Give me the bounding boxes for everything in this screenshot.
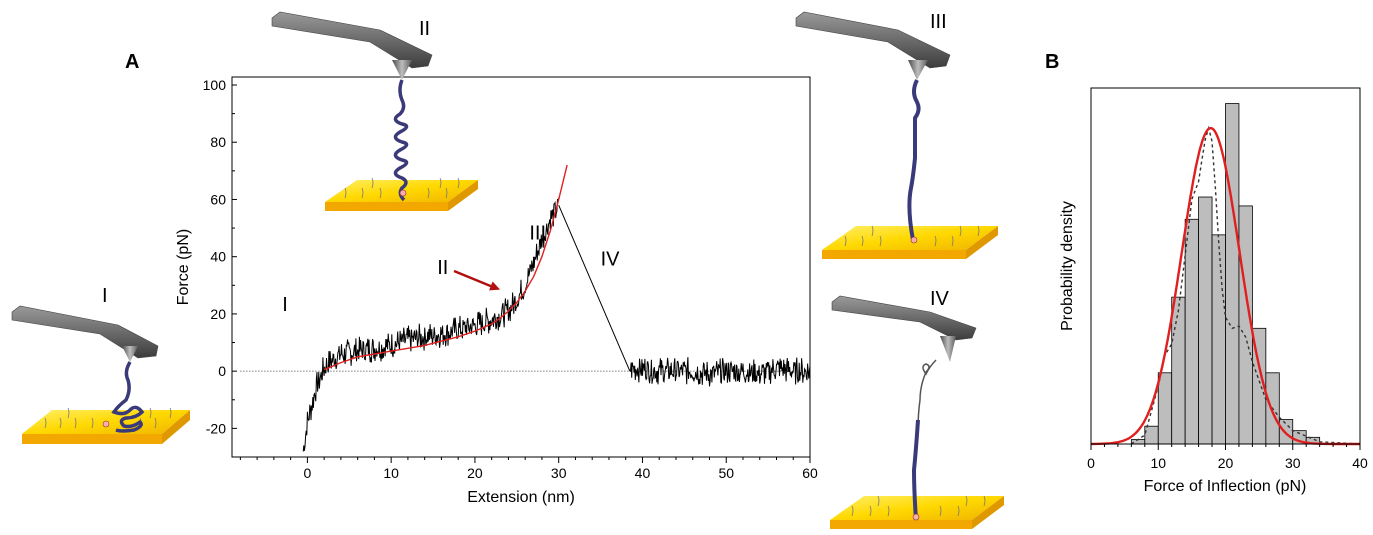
x-tick-label: 30 xyxy=(551,465,567,481)
afm-illustration-stage-iv: IV xyxy=(830,288,1004,529)
plot-a-frame xyxy=(231,76,811,458)
afm-tip xyxy=(392,60,412,80)
stage-label-iii: III xyxy=(930,11,947,33)
cantilever-arm xyxy=(11,305,159,359)
substrate-edge xyxy=(966,226,998,259)
histogram-bar xyxy=(1171,296,1186,445)
x-tick-label: 0 xyxy=(303,465,311,481)
substrate-side xyxy=(822,250,966,259)
y-tick-label: 60 xyxy=(210,191,226,207)
x-tick-label: 50 xyxy=(718,465,734,481)
afm-tip xyxy=(908,60,928,80)
surface-attachment xyxy=(912,513,920,521)
protein-released-linker xyxy=(917,359,937,431)
y-tick-label: 20 xyxy=(210,306,226,322)
surface-attachment xyxy=(910,236,918,244)
x-tick-label: 20 xyxy=(467,465,483,481)
protein-folded xyxy=(111,361,145,433)
stage-label-i: I xyxy=(102,285,108,307)
inflection-arrow-head xyxy=(489,281,501,291)
substrate-edge xyxy=(972,496,1004,529)
histogram-bar xyxy=(1144,425,1159,445)
afm-illustration-stage-ii: II xyxy=(271,11,478,211)
x-tick-label-b: 30 xyxy=(1285,455,1301,471)
stage-annotation: II xyxy=(437,257,448,279)
x-tick-label: 60 xyxy=(802,465,818,481)
y-tick-label: 0 xyxy=(218,363,226,379)
substrate-side xyxy=(830,520,972,529)
substrate-side xyxy=(325,202,448,211)
inflection-arrow xyxy=(453,269,493,288)
x-axis-label: Extension (nm) xyxy=(467,489,575,506)
x-axis-ticks-b: 0 10 20 30 40 xyxy=(1087,444,1368,471)
dashed-fit-curve xyxy=(1130,125,1361,445)
afm-illustration-stage-i: I xyxy=(11,285,190,444)
histogram-bar xyxy=(1211,234,1226,445)
y-tick-label: 100 xyxy=(203,77,227,93)
x-tick-label-b: 0 xyxy=(1087,455,1095,471)
fit-curve xyxy=(323,164,568,371)
stage-label-ii: II xyxy=(419,18,430,40)
histogram-bar xyxy=(1225,103,1240,445)
afm-tip xyxy=(940,336,956,362)
force-trace-segment xyxy=(558,204,631,372)
stage-label-iv: IV xyxy=(930,288,950,310)
protein-helix xyxy=(393,79,409,202)
substrate-side xyxy=(22,434,162,444)
histogram-bars xyxy=(1130,103,1321,445)
surface-linkers xyxy=(851,495,986,517)
y-axis-label-b: Probability density xyxy=(1059,201,1076,331)
panel-a-label: A xyxy=(125,51,139,73)
y-tick-label: 40 xyxy=(210,249,226,265)
force-trace-segment xyxy=(302,346,342,452)
x-tick-label: 10 xyxy=(383,465,399,481)
x-tick-label: 40 xyxy=(635,465,651,481)
y-axis-label: Force (pN) xyxy=(175,229,192,305)
inflection-histogram: 0 10 20 30 40 Force of Inflection (pN) Proba… xyxy=(1059,87,1368,495)
substrate-edge xyxy=(448,180,478,211)
surface-linkers xyxy=(344,177,460,199)
x-axis-label-b: Force of Inflection (pN) xyxy=(1144,478,1307,495)
surface-attachment xyxy=(399,189,407,197)
y-tick-label: 80 xyxy=(210,134,226,150)
protein-extended xyxy=(907,79,921,241)
afm-illustration-stage-iii: III xyxy=(795,11,998,259)
histogram-bar xyxy=(1198,196,1213,445)
cantilever-arm xyxy=(271,11,433,69)
trace-series xyxy=(302,164,811,452)
histogram-bar xyxy=(1157,372,1173,445)
x-axis-ticks: 0 10 20 30 40 50 60 xyxy=(239,457,818,481)
stage-annotation: IV xyxy=(601,248,621,270)
x-tick-label-b: 40 xyxy=(1352,455,1368,471)
force-trace-segment xyxy=(629,357,811,387)
substrate-edge xyxy=(162,410,190,444)
cantilever-arm xyxy=(795,11,951,69)
y-tick-label: -20 xyxy=(206,420,226,436)
cantilever-arm xyxy=(831,295,977,341)
force-trace-segment xyxy=(340,197,560,366)
substrate-top xyxy=(822,226,998,250)
afm-tip xyxy=(122,346,138,362)
x-tick-label-b: 10 xyxy=(1150,455,1166,471)
x-tick-label-b: 20 xyxy=(1218,455,1234,471)
surface-attachment xyxy=(102,420,110,428)
histogram-bar xyxy=(1184,218,1200,445)
y-axis-ticks: -20 0 20 40 60 80 100 xyxy=(203,77,237,458)
surface-linkers xyxy=(844,225,980,247)
stage-annotation: I xyxy=(282,294,288,316)
protein-released xyxy=(911,419,920,521)
stage-annotation: III xyxy=(529,223,546,245)
panel-b-label: B xyxy=(1045,51,1059,73)
